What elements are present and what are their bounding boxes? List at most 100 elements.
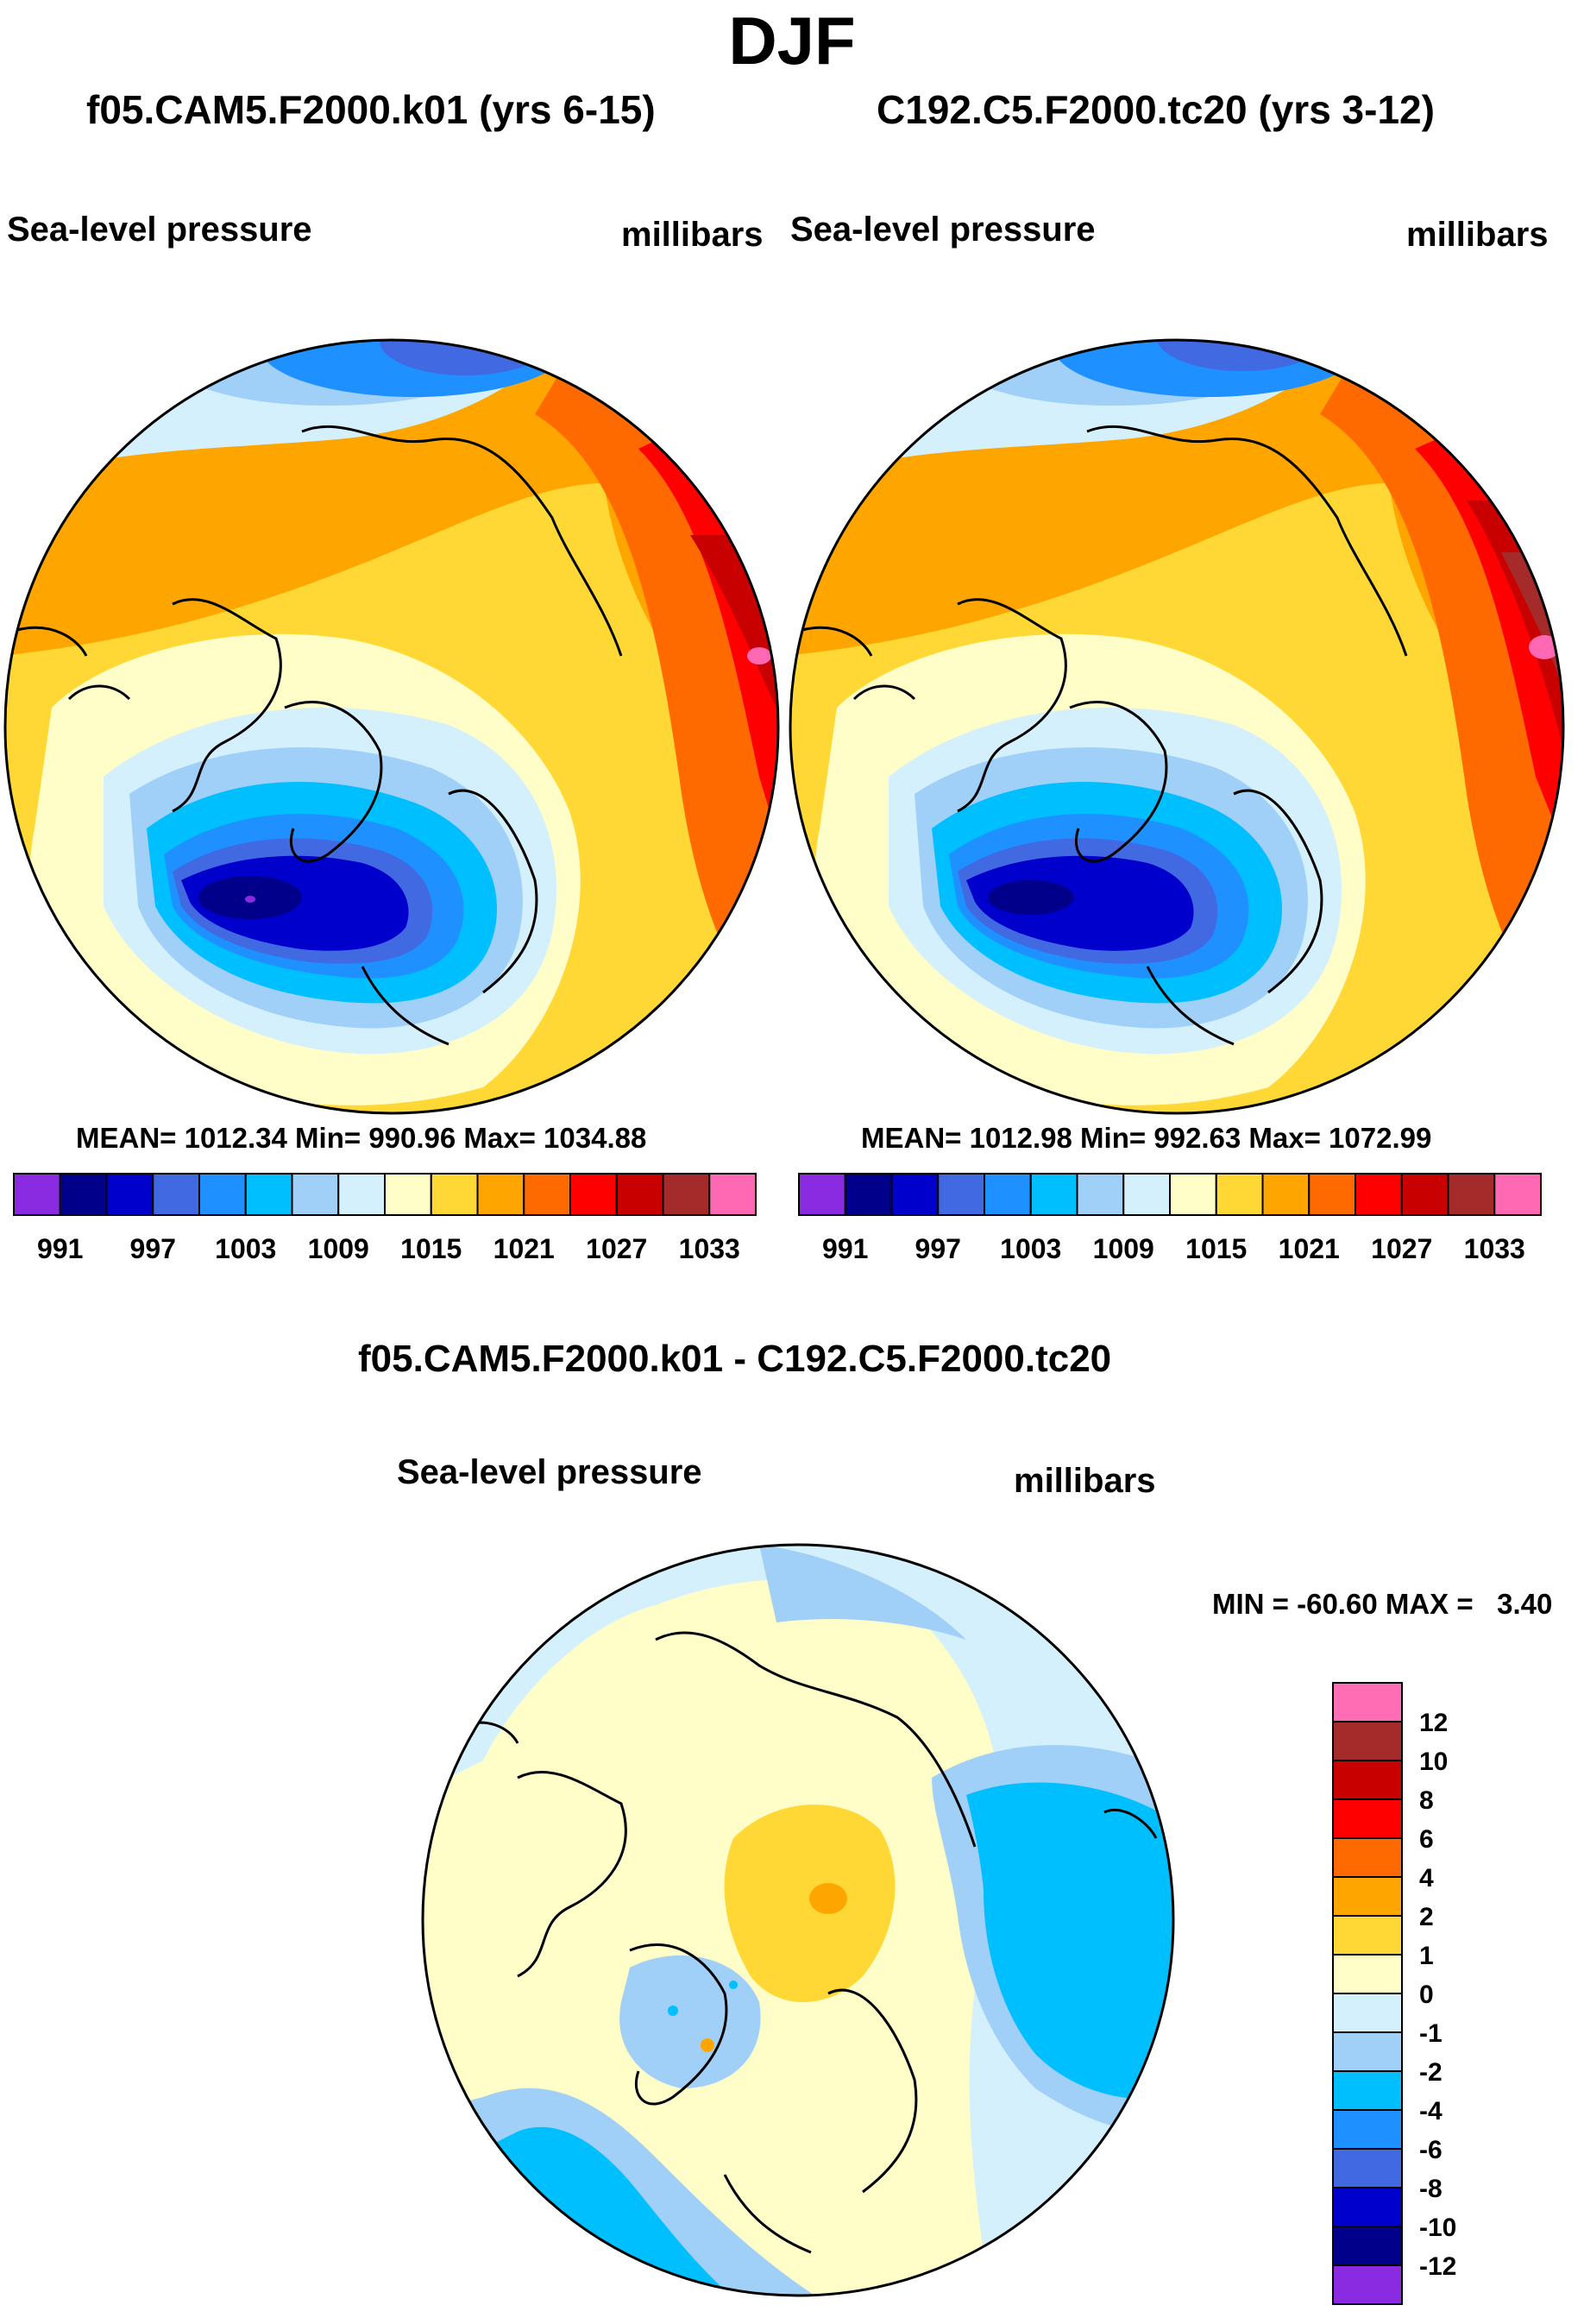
panel1-title: f05.CAM5.F2000.k01 (yrs 6-15)	[86, 87, 656, 132]
panel1-colorbar-box	[476, 1173, 525, 1216]
panel1-colorbar-box	[152, 1173, 200, 1216]
panel3-colorbar-box	[1332, 2226, 1403, 2266]
panel3-colorbar-tick-label: -12	[1419, 2252, 1456, 2281]
panel3-variable-label: Sea-level pressure	[397, 1453, 702, 1491]
panel3-colorbar-tick-label: -10	[1419, 2214, 1456, 2242]
panel3-units-label: millibars	[1014, 1462, 1156, 1500]
panel2-contour-field	[790, 340, 1563, 1113]
panel3-colorbar-box	[1332, 1837, 1403, 1878]
panel2-colorbar-tick-label: 1003	[1000, 1233, 1061, 1264]
panel1-colorbar-box	[384, 1173, 432, 1216]
panel2-colorbar-box	[1076, 1173, 1125, 1216]
panel2-colorbar-box	[1169, 1173, 1217, 1216]
panel1-colorbar-tick-label: 1027	[586, 1233, 647, 1264]
panel2-colorbar-box	[1493, 1173, 1542, 1216]
panel3-map-border	[421, 1543, 1175, 2297]
panel1-colorbar-tick-label: 997	[130, 1233, 176, 1264]
panel2-variable-label: Sea-level pressure	[790, 211, 1096, 249]
panel2-colorbar-box	[1029, 1173, 1078, 1216]
panel1-colorbar-tick-label: 1021	[493, 1233, 555, 1264]
panel1-colorbar-tick-label: 1009	[308, 1233, 369, 1264]
panel2-colorbar-box	[1400, 1173, 1449, 1216]
panel2-colorbar-box	[890, 1173, 940, 1216]
panel1-colorbar-box	[105, 1173, 154, 1216]
panel3-colorbar-tick-label: -8	[1419, 2175, 1443, 2203]
panel1-stats: MEAN= 1012.34 Min= 990.96 Max= 1034.88	[76, 1122, 647, 1154]
panel2-colorbar-box	[1215, 1173, 1264, 1216]
panel3-colorbar-tick-label: -1	[1419, 2019, 1443, 2048]
panel2-colorbar-box	[1447, 1173, 1496, 1216]
panel2-colorbar-box	[798, 1173, 846, 1216]
panel3-colorbar-box	[1332, 2031, 1403, 2072]
panel3-colorbar-box	[1332, 2109, 1403, 2150]
panel3-colorbar-tick-label: 1	[1419, 1942, 1434, 1970]
panel3-colorbar-tick-label: -4	[1419, 2097, 1443, 2126]
panel1-colorbar-tick-label: 1015	[400, 1233, 462, 1264]
panel3-colorbar-tick-label: 0	[1419, 1981, 1434, 2009]
panel1-colorbar-box	[337, 1173, 386, 1216]
panel3-colorbar-box	[1332, 1760, 1403, 1800]
panel2-colorbar-box	[1308, 1173, 1356, 1216]
panel2-map-border	[789, 338, 1565, 1115]
panel3-colorbar-box	[1332, 2148, 1403, 2189]
panel1-colorbar-box	[244, 1173, 293, 1216]
panel1-colorbar-box	[198, 1173, 247, 1216]
panel3-colorbar-tick-label: -2	[1419, 2058, 1443, 2087]
panel1-colorbar-box	[523, 1173, 571, 1216]
panel2-units-label: millibars	[1406, 216, 1549, 254]
panel3-colorbar-box	[1332, 2070, 1403, 2111]
panel3-colorbar-box	[1332, 1993, 1403, 2033]
panel3-colorbar-box	[1332, 1915, 1403, 1956]
panel2-colorbar-box	[844, 1173, 893, 1216]
panel1-colorbar-tick-label: 1033	[679, 1233, 740, 1264]
panel3-colorbar-box	[1332, 1798, 1403, 1839]
panel1-colorbar-box	[13, 1173, 61, 1216]
panel3-colorbar-tick-label: -6	[1419, 2136, 1443, 2164]
panel3-colorbar-tick-label: 6	[1419, 1825, 1434, 1854]
panel3-colorbar-box	[1332, 1721, 1403, 1761]
panel3-colorbar-tick-label: 12	[1419, 1709, 1448, 1737]
panel3-title: f05.CAM5.F2000.k01 - C192.C5.F2000.tc20	[358, 1338, 1112, 1380]
panel3-stats: MIN = -60.60 MAX = 3.40	[1212, 1588, 1553, 1620]
panel3-colorbar-box	[1332, 1954, 1403, 1994]
panel2-colorbar-box	[984, 1173, 1032, 1216]
panel3-colorbar-tick-label: 4	[1419, 1864, 1434, 1893]
panel3-colorbar-tick-label: 8	[1419, 1786, 1434, 1815]
panel1-contour-field	[5, 340, 778, 1113]
panel1-colorbar-box	[569, 1173, 618, 1216]
page-title: DJF	[728, 3, 856, 79]
panel2-coastlines	[801, 425, 1408, 1046]
panel2-colorbar-tick-label: 1009	[1093, 1233, 1154, 1264]
panel1-variable-label: Sea-level pressure	[7, 211, 312, 249]
panel2-colorbar-tick-label: 991	[822, 1233, 868, 1264]
panel2-colorbar-box	[1355, 1173, 1403, 1216]
panel1-colorbar-box	[708, 1173, 757, 1216]
panel3-colorbar-tick-label: 10	[1419, 1748, 1448, 1776]
panel3-colorbar-box	[1332, 1876, 1403, 1917]
panel3-coastlines	[465, 1631, 1158, 2254]
panel3-colorbar-box	[1332, 1682, 1403, 1723]
panel1-colorbar-box	[615, 1173, 664, 1216]
panel1-colorbar-tick-label: 1003	[215, 1233, 276, 1264]
panel2-colorbar-tick-label: 1027	[1371, 1233, 1432, 1264]
panel2-colorbar-tick-label: 1033	[1464, 1233, 1525, 1264]
panel2-colorbar-box	[937, 1173, 985, 1216]
panel2-stats: MEAN= 1012.98 Min= 992.63 Max= 1072.99	[861, 1122, 1432, 1154]
panel1-map-border	[3, 338, 780, 1115]
panel2-colorbar-box	[1122, 1173, 1171, 1216]
panel1-colorbar-box	[291, 1173, 340, 1216]
panel2-colorbar-tick-label: 1015	[1185, 1233, 1247, 1264]
panel2-colorbar-tick-label: 997	[915, 1233, 961, 1264]
panel1-colorbar-tick-label: 991	[37, 1233, 83, 1264]
panel3-colorbar-box	[1332, 2264, 1403, 2305]
panel3-colorbar-box	[1332, 2187, 1403, 2227]
panel1-coastlines	[16, 425, 623, 1046]
panel1-colorbar-box	[59, 1173, 108, 1216]
panel1-colorbar-box	[662, 1173, 711, 1216]
panel3-colorbar-tick-label: 2	[1419, 1903, 1434, 1931]
panel1-colorbar-box	[430, 1173, 479, 1216]
panel2-title: C192.C5.F2000.tc20 (yrs 3-12)	[877, 87, 1435, 132]
panel1-units-label: millibars	[621, 216, 764, 254]
